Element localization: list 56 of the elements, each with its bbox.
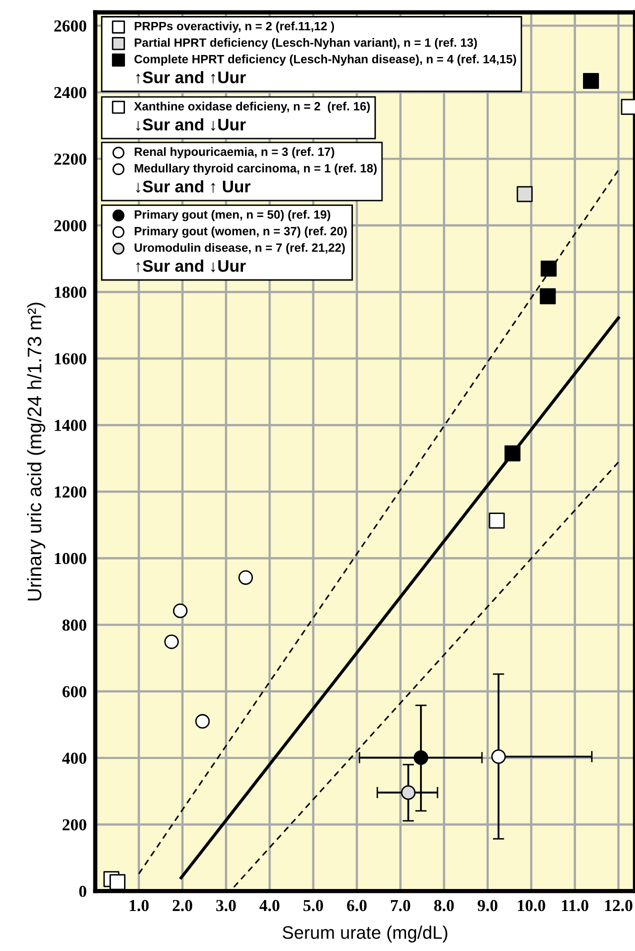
annotation: ↑Sur and ↑Uur xyxy=(136,71,246,84)
y-tick-label: 1200 xyxy=(54,486,86,498)
x-tick-label: 3.0 xyxy=(216,900,236,912)
x-tick-label: 6.0 xyxy=(346,900,367,912)
x-tick-label: 5.0 xyxy=(303,900,324,912)
legend-label: Xanthine oxidase deficieny, n = 2 (ref. 16) xyxy=(134,102,370,113)
annotation: ↓Sur and ↑ Uur xyxy=(136,180,250,193)
legend-label: Uromodulin disease, n = 7 (ref. 21,22) xyxy=(134,243,345,254)
annotation: ↓Sur and ↓Uur xyxy=(136,118,246,131)
x-tick-label: 1.0 xyxy=(130,900,149,912)
x-tick-label: 12.0 xyxy=(605,900,632,912)
point xyxy=(110,874,126,890)
y-tick-label: 200 xyxy=(62,819,86,830)
point xyxy=(401,785,416,800)
point xyxy=(195,714,210,729)
y-tick-label: 1600 xyxy=(54,353,86,364)
point xyxy=(172,604,188,618)
x-tick-label: 7.0 xyxy=(390,900,410,912)
point xyxy=(516,186,533,202)
y-tick-label: 2400 xyxy=(54,86,86,98)
x-tick-label: 8.0 xyxy=(434,900,454,912)
point xyxy=(238,570,253,585)
x-tick-label: 10.0 xyxy=(518,900,546,912)
y-tick-label: 800 xyxy=(62,620,86,631)
x-axis-title: Serum urate (mg/dL) xyxy=(282,926,448,942)
legend-label: Primary gout (men, n = 50) (ref. 19) xyxy=(134,210,330,222)
y-tick-label: 2000 xyxy=(54,220,86,232)
point xyxy=(540,260,557,277)
x-tick-label: 9.0 xyxy=(478,900,498,912)
point xyxy=(540,288,556,304)
legend-label: Renal hypouricaemia, n = 3 (ref. 17) xyxy=(134,147,334,158)
y-tick-label: 1800 xyxy=(54,286,86,298)
y-tick-label: 2600 xyxy=(54,20,86,32)
point xyxy=(488,512,505,529)
point xyxy=(164,634,179,650)
point xyxy=(582,72,599,89)
point xyxy=(620,98,635,115)
point xyxy=(414,750,428,765)
legend-label: Medullary thyroid carcinoma, n = 1 (ref. 18) xyxy=(134,164,377,175)
x-tick-label: 11.0 xyxy=(562,900,588,912)
y-tick-label: 2200 xyxy=(54,154,86,165)
y-tick-label: 1400 xyxy=(54,420,86,432)
x-tick-label: 4.0 xyxy=(259,900,280,912)
point xyxy=(491,749,506,764)
y-tick-label: 400 xyxy=(62,752,86,764)
point xyxy=(504,445,520,462)
annotation: ↑Sur and ↓Uur xyxy=(136,260,246,272)
legend-label: PRPPs overactiviy, n = 2 (ref.11,12 ) xyxy=(134,22,334,33)
x-tick-label: 2.0 xyxy=(172,900,192,912)
y-tick-label: 1000 xyxy=(54,552,86,564)
legend-label: Primary gout (women, n = 37) (ref. 20) xyxy=(134,226,347,238)
legend-label: Partial HPRT deficiency (Lesch-Nyhan variant), n = 1 (ref. 13) xyxy=(134,38,477,50)
y-tick-label: 600 xyxy=(62,686,86,698)
y-tick-label: 0 xyxy=(79,886,86,898)
legend-label: Complete HPRT deficiency (Lesch-Nyhan disease), n = 4 (ref. 14,15) xyxy=(134,54,516,66)
y-axis-title: Urinary uric acid (mg/24 h/1.73 m²) xyxy=(27,302,46,600)
